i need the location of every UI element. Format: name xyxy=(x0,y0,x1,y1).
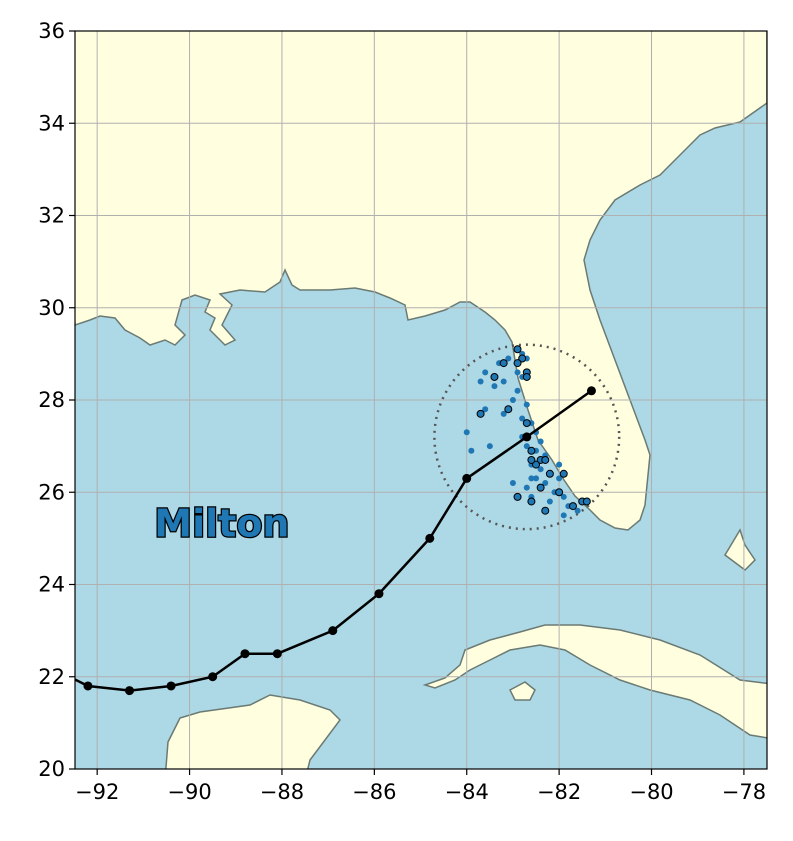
track-point xyxy=(522,432,532,442)
impact-point xyxy=(523,484,530,491)
y-tick-label: 26 xyxy=(38,480,65,504)
observed-point xyxy=(545,469,554,478)
impact-point xyxy=(468,447,475,454)
observed-point xyxy=(559,469,568,478)
y-tick-label: 32 xyxy=(38,204,65,228)
impact-point xyxy=(482,406,489,413)
track-point xyxy=(166,681,176,691)
track-point xyxy=(328,626,338,636)
observed-point xyxy=(555,488,564,497)
track-point xyxy=(462,473,472,483)
track-point xyxy=(374,589,384,599)
observed-point xyxy=(513,345,522,354)
impact-point xyxy=(533,475,540,482)
observed-point xyxy=(532,460,541,469)
impact-point xyxy=(537,438,544,445)
observed-point xyxy=(527,446,536,455)
impact-point xyxy=(546,498,553,505)
observed-point xyxy=(527,455,536,464)
x-tick-label: −84 xyxy=(445,780,489,804)
impact-point xyxy=(486,443,493,450)
observed-point xyxy=(541,506,550,515)
storm-name: Milton xyxy=(154,502,289,546)
observed-point xyxy=(568,502,577,511)
impact-point xyxy=(523,443,530,450)
track-point xyxy=(240,649,250,659)
impact-point xyxy=(514,387,521,394)
observed-point xyxy=(490,372,499,381)
impact-point xyxy=(556,475,563,482)
impact-point xyxy=(477,378,484,385)
impact-point xyxy=(560,512,567,519)
y-tick-label: 20 xyxy=(38,757,65,781)
impact-point xyxy=(528,475,535,482)
impact-point xyxy=(560,493,567,500)
impact-point xyxy=(500,410,507,417)
land xyxy=(75,31,767,769)
impact-point xyxy=(500,378,507,385)
axes: −92 −90 −88 −86 −84 −82 −80 −78 20 22 24 26 28 30 32 34… xyxy=(38,19,766,804)
y-tick-label: 36 xyxy=(38,19,65,43)
isla-juventud xyxy=(509,681,536,701)
impact-point xyxy=(542,480,549,487)
yucatan xyxy=(165,694,341,769)
impact-point xyxy=(482,369,489,376)
observed-point xyxy=(527,497,536,506)
observed-point xyxy=(504,405,513,414)
y-tick-label: 30 xyxy=(38,296,65,320)
impact-point xyxy=(463,429,470,436)
observed-point xyxy=(499,359,508,368)
impact-point xyxy=(519,415,526,422)
track-point xyxy=(208,672,218,682)
observed-point xyxy=(536,483,545,492)
y-tick-label: 34 xyxy=(38,111,65,135)
x-tick-label: −90 xyxy=(167,780,211,804)
track-point xyxy=(272,649,282,659)
y-tick-label: 24 xyxy=(38,573,65,597)
x-tick-label: −78 xyxy=(722,780,766,804)
impact-point xyxy=(537,466,544,473)
x-tick-label: −82 xyxy=(537,780,581,804)
impact-point xyxy=(505,355,512,362)
observed-point xyxy=(541,455,550,464)
impact-point xyxy=(523,401,530,408)
north-america xyxy=(75,31,767,531)
x-tick-label: −88 xyxy=(260,780,304,804)
impact-point xyxy=(491,383,498,390)
observed-point xyxy=(518,354,527,363)
cuba xyxy=(422,624,767,739)
observed-point xyxy=(522,372,531,381)
bahamas xyxy=(724,528,756,571)
track-point xyxy=(125,686,135,696)
radius-circle xyxy=(433,343,621,531)
observed-point xyxy=(513,359,522,368)
x-tick-label: −80 xyxy=(629,780,673,804)
impact-point xyxy=(556,461,563,468)
track-point xyxy=(83,681,93,691)
track-point xyxy=(586,386,596,396)
track-point xyxy=(425,533,435,543)
impact-point xyxy=(574,507,581,514)
impact-point xyxy=(514,369,521,376)
observed-point xyxy=(522,419,531,428)
impact-point xyxy=(509,480,516,487)
x-tick-label: −92 xyxy=(75,780,119,804)
observed-point xyxy=(476,409,485,418)
observed-point xyxy=(582,497,591,506)
impact-point xyxy=(509,397,516,403)
marks xyxy=(75,343,621,696)
observed-point xyxy=(513,492,522,501)
x-tick-label: −86 xyxy=(352,780,396,804)
y-tick-label: 28 xyxy=(38,388,65,412)
y-tick-label: 22 xyxy=(38,665,65,689)
